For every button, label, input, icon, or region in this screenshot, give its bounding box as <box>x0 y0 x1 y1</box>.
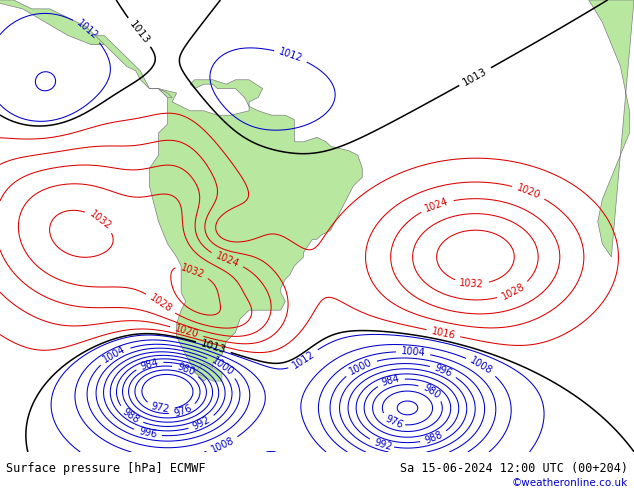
Text: 976: 976 <box>172 403 193 419</box>
Text: 1024: 1024 <box>424 196 450 214</box>
Text: 1013: 1013 <box>461 66 489 87</box>
Text: ©weatheronline.co.uk: ©weatheronline.co.uk <box>512 478 628 488</box>
Polygon shape <box>0 0 104 44</box>
Text: 984: 984 <box>380 374 401 389</box>
Text: 1012: 1012 <box>278 47 304 64</box>
Text: 976: 976 <box>384 414 404 431</box>
Text: 1032: 1032 <box>87 209 113 232</box>
Text: 1000: 1000 <box>210 356 235 378</box>
Text: 988: 988 <box>424 430 444 446</box>
Text: 1028: 1028 <box>148 293 174 315</box>
Text: 1016: 1016 <box>430 326 456 341</box>
Text: 1008: 1008 <box>469 355 495 377</box>
Polygon shape <box>91 35 172 98</box>
Text: 972: 972 <box>150 401 171 415</box>
Text: 992: 992 <box>373 437 393 452</box>
Text: 984: 984 <box>139 357 160 371</box>
Text: Surface pressure [hPa] ECMWF: Surface pressure [hPa] ECMWF <box>6 462 206 474</box>
Text: 1028: 1028 <box>500 281 526 302</box>
Text: 980: 980 <box>421 382 442 400</box>
Text: 1024: 1024 <box>214 250 240 270</box>
Text: 1012: 1012 <box>290 349 316 370</box>
Text: 1004: 1004 <box>401 346 426 358</box>
Text: Sa 15-06-2024 12:00 UTC (00+204): Sa 15-06-2024 12:00 UTC (00+204) <box>399 462 628 474</box>
Text: 1020: 1020 <box>515 183 542 201</box>
Text: 996: 996 <box>433 363 454 379</box>
Text: 1013: 1013 <box>199 339 228 356</box>
Polygon shape <box>150 80 362 381</box>
Text: 988: 988 <box>120 406 141 425</box>
Text: 992: 992 <box>191 415 212 432</box>
Text: 1013: 1013 <box>127 19 152 46</box>
Text: 1032: 1032 <box>179 262 205 280</box>
Text: 980: 980 <box>176 362 197 378</box>
Text: 1008: 1008 <box>209 436 236 455</box>
Text: 996: 996 <box>138 427 158 441</box>
Polygon shape <box>195 364 222 381</box>
Text: 1012: 1012 <box>75 18 100 42</box>
Text: 1032: 1032 <box>459 278 484 290</box>
Text: 1020: 1020 <box>174 323 200 340</box>
Polygon shape <box>589 0 634 257</box>
Text: 1004: 1004 <box>101 344 128 365</box>
Text: 1000: 1000 <box>347 357 374 377</box>
